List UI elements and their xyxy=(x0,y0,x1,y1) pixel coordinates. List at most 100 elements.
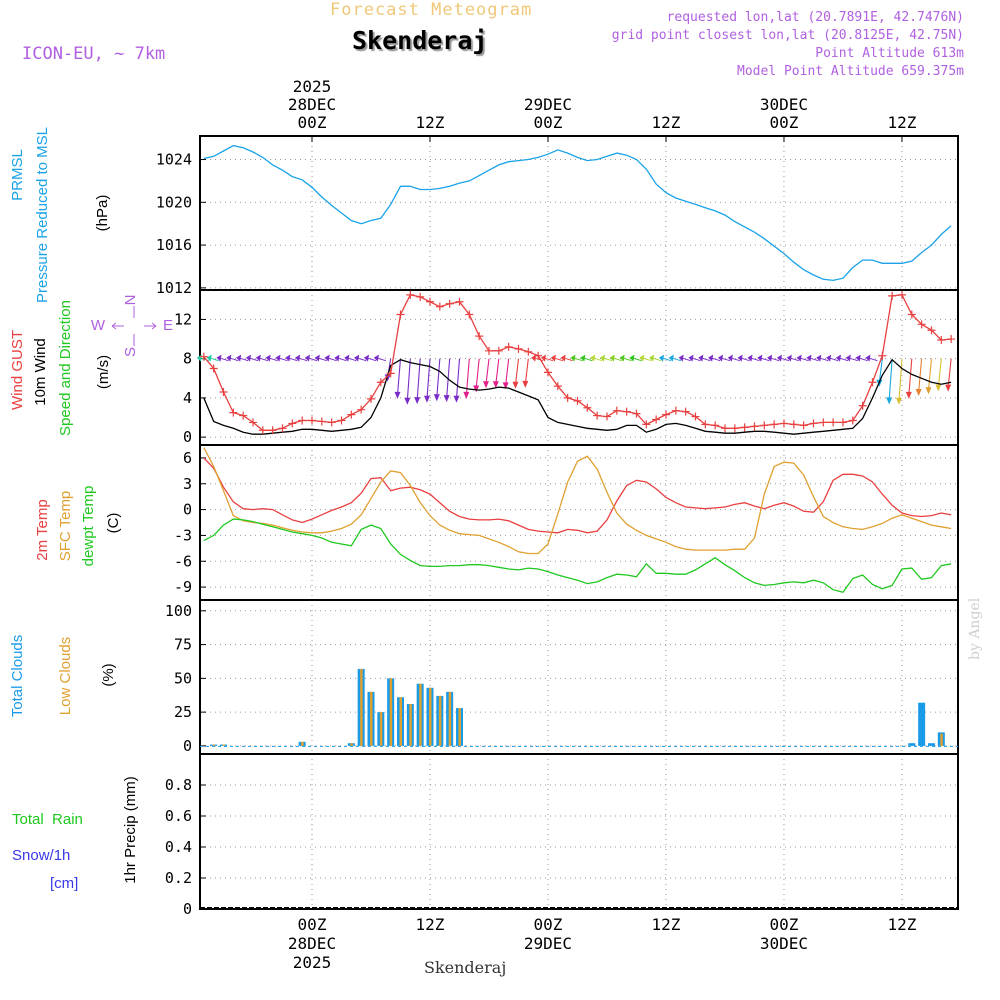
gust-marker xyxy=(720,424,729,433)
wind-arrow-head xyxy=(570,354,576,362)
gust-marker xyxy=(632,409,641,418)
wind-arrow-head xyxy=(206,354,212,362)
bottom-time-label: 00Z xyxy=(770,915,799,934)
top-time-label: 28DEC xyxy=(288,95,336,114)
wind-arrow-head xyxy=(275,354,281,362)
low-cloud-bar xyxy=(212,744,216,746)
y-tick-label: 1016 xyxy=(156,236,192,254)
wind-arrow-head xyxy=(895,397,902,405)
gust-marker xyxy=(760,421,769,430)
gust-marker xyxy=(789,420,798,429)
gust-marker xyxy=(897,290,906,299)
wind-arrow-head xyxy=(560,354,566,362)
low-cloud-bar xyxy=(222,744,226,746)
wind-arrow-head xyxy=(453,395,460,403)
gust-marker xyxy=(288,419,297,428)
wind-arrow-head xyxy=(806,354,812,362)
wind-arrow-head xyxy=(826,354,832,362)
low-clouds-label: Low Clouds xyxy=(57,637,74,715)
wind-arrow xyxy=(406,358,411,401)
gust-marker xyxy=(779,419,788,428)
gust-marker xyxy=(770,420,779,429)
wind-arrow-head xyxy=(747,354,753,362)
low-cloud-bar xyxy=(379,712,383,746)
gust-marker xyxy=(543,368,552,377)
low-cloud-bar xyxy=(409,704,412,746)
y-tick-label: 1024 xyxy=(156,151,192,169)
gust-marker xyxy=(396,310,405,319)
wind-arrow-head xyxy=(540,354,546,362)
gust-marker xyxy=(199,352,208,361)
gust-marker xyxy=(622,407,631,416)
bottom-time-label: 30DEC xyxy=(760,934,808,953)
pressure-msl-label: Pressure Reduced to MSL xyxy=(34,127,51,303)
wind-arrow xyxy=(937,358,942,388)
gust-marker xyxy=(416,292,425,301)
low-cloud-bar xyxy=(350,743,353,746)
wind-arrow-head xyxy=(757,354,763,362)
wind-arrow-head xyxy=(580,354,586,362)
temp-sfc-label: SFC Temp xyxy=(57,491,74,562)
top-time-label: 12Z xyxy=(416,113,445,132)
y-tick-label: 0 xyxy=(183,737,192,755)
gust-marker xyxy=(917,320,926,329)
gust-marker xyxy=(357,405,366,414)
wind-arrow-head xyxy=(246,354,252,362)
wind-arrow-head xyxy=(678,354,684,362)
wind-arrow xyxy=(485,358,490,385)
y-tick-label: 0 xyxy=(183,900,192,918)
wind-arrow xyxy=(878,358,883,383)
bottom-time-label: 12Z xyxy=(416,915,445,934)
y-tick-label: 25 xyxy=(174,703,192,721)
gust-marker xyxy=(258,426,267,435)
gust-marker xyxy=(386,369,395,378)
gust-marker xyxy=(730,424,739,433)
gust-marker xyxy=(740,423,749,432)
wind-arrow-head xyxy=(373,354,379,362)
wind-arrow-head xyxy=(845,354,851,362)
gust-marker xyxy=(907,310,916,319)
y-tick-label: -3 xyxy=(174,526,192,544)
gust-marker xyxy=(268,426,277,435)
wind-arrow-head xyxy=(658,354,664,362)
wind-arrow-head xyxy=(737,354,743,362)
wind-arrow-head xyxy=(285,354,291,362)
wind-arrow-head xyxy=(531,354,537,362)
wind-arrow-head xyxy=(796,354,802,362)
wind-arrow-head xyxy=(935,384,942,392)
gust-marker xyxy=(327,418,336,427)
gust-marker xyxy=(219,388,228,397)
gust-marker xyxy=(799,421,808,430)
bottom-time-label: 28DEC xyxy=(288,934,336,953)
model-label: ICON-EU, ~ 7km xyxy=(22,44,166,64)
low-cloud-bar xyxy=(940,733,943,746)
y-tick-label: 6 xyxy=(183,449,192,467)
wind-arrow-head xyxy=(314,354,320,362)
y-tick-label: 0 xyxy=(183,501,192,519)
wind-arrow xyxy=(505,358,510,386)
gust-marker xyxy=(317,417,326,426)
gust-marker xyxy=(583,403,592,412)
temp-unit-label: (C) xyxy=(105,513,122,534)
cloud-unit-label: (%) xyxy=(100,663,117,686)
gust-marker xyxy=(239,411,248,420)
station-title: Skenderaj xyxy=(352,26,488,55)
wind-arrow-head xyxy=(344,354,350,362)
gust-marker xyxy=(868,378,877,387)
gust-marker xyxy=(337,416,346,425)
wind-arrow-head xyxy=(649,354,655,362)
panel-frame-1 xyxy=(199,135,959,291)
dewpoint-line xyxy=(203,518,952,594)
wind-arrow-head xyxy=(855,354,861,362)
wind-arrow-head xyxy=(334,354,340,362)
top-time-label: 00Z xyxy=(534,113,563,132)
gust-marker xyxy=(888,291,897,300)
gust-marker xyxy=(308,416,316,425)
gust-marker xyxy=(406,290,415,299)
wind-arrow-head xyxy=(226,354,232,362)
wind-arrow-head xyxy=(414,397,421,405)
wind-arrow-head xyxy=(886,397,893,405)
y-tick-label: 75 xyxy=(174,636,192,654)
gust-marker xyxy=(504,342,513,351)
